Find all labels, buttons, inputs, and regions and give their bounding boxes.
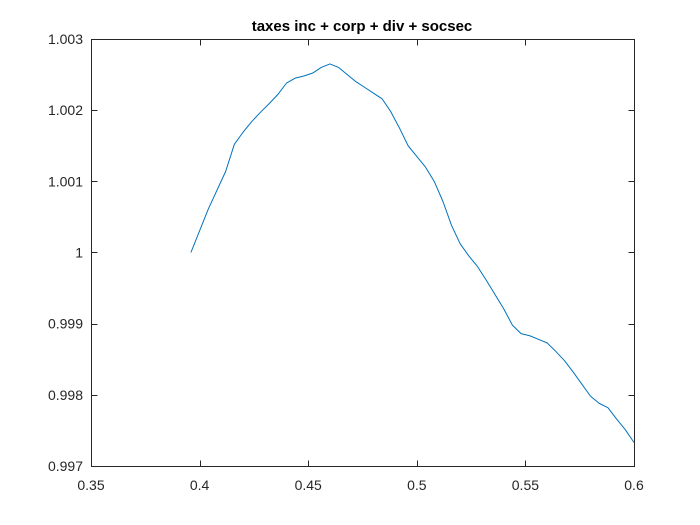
series-line [190,63,635,443]
y-tick-label: 0.998 [48,387,83,403]
y-tick-label: 1 [75,245,83,261]
y-tick-label: 0.999 [48,316,83,332]
y-tick-label: 1.002 [48,102,83,118]
x-tick-label: 0.5 [407,477,427,493]
x-tick-label: 0.4 [190,477,210,493]
x-tick-label: 0.35 [77,477,104,493]
y-tick-label: 1.003 [48,31,83,47]
axes-box [91,39,635,467]
x-tick-label: 0.6 [624,477,644,493]
chart-title: taxes inc + corp + div + socsec [252,18,473,35]
x-tick-label: 0.45 [295,477,322,493]
data-series [190,63,635,443]
plot-area [91,39,634,466]
x-tick-label: 0.55 [512,477,539,493]
y-tick-label: 0.997 [48,458,83,474]
y-tick-label: 1.001 [48,173,83,189]
